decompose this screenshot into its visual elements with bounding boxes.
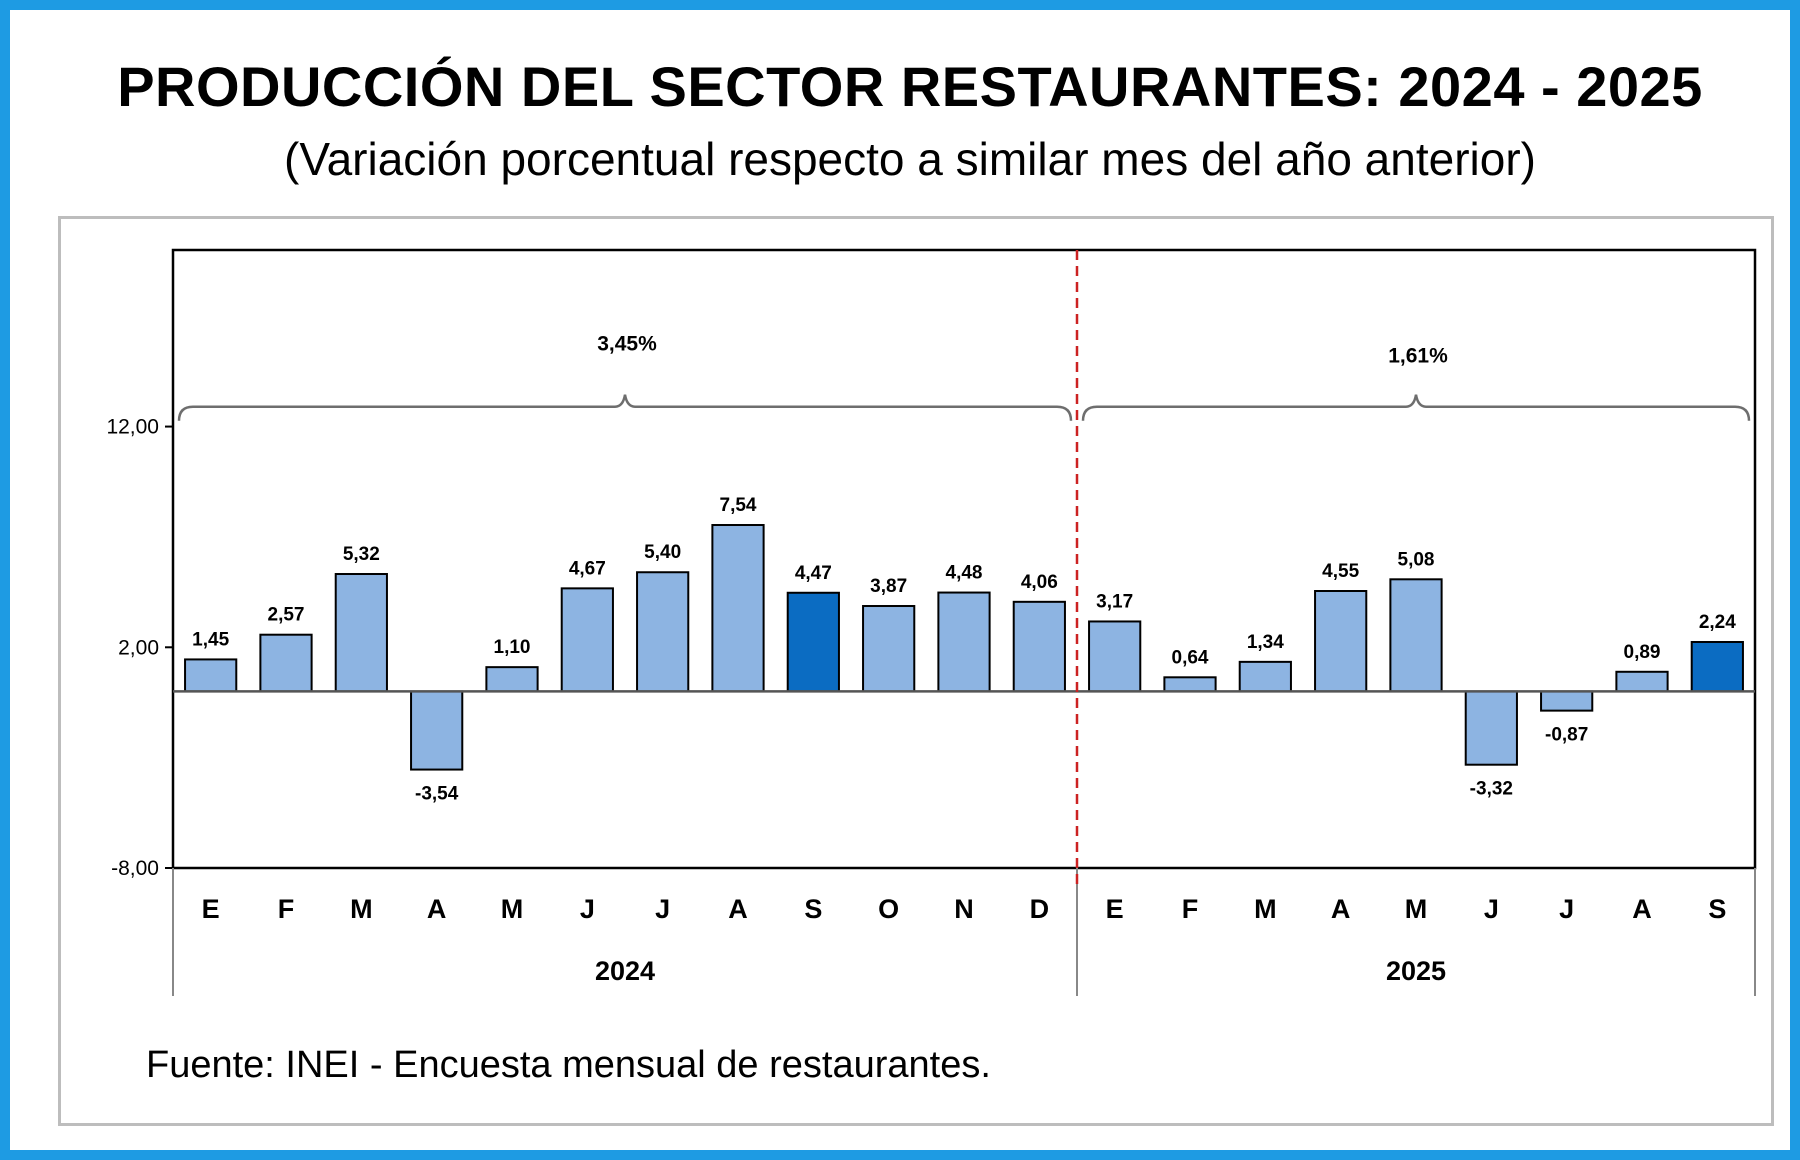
group-label: 2025 bbox=[1386, 956, 1446, 986]
x-tick-label: S bbox=[1708, 894, 1726, 924]
data-label: 7,54 bbox=[720, 495, 757, 516]
x-tick-label: M bbox=[1405, 894, 1428, 924]
data-label: 2,24 bbox=[1699, 612, 1736, 633]
x-tick-label: J bbox=[1559, 894, 1574, 924]
data-label: 4,06 bbox=[1021, 572, 1058, 593]
y-tick-label: -8,00 bbox=[111, 857, 159, 880]
x-tick-label: A bbox=[1331, 894, 1351, 924]
bar bbox=[636, 571, 690, 693]
data-label: 0,64 bbox=[1172, 647, 1209, 668]
data-label: 3,17 bbox=[1096, 591, 1133, 612]
bar bbox=[1163, 676, 1217, 693]
data-label: -3,32 bbox=[1470, 779, 1513, 800]
group-brace bbox=[177, 394, 1073, 421]
bar bbox=[259, 633, 313, 693]
data-label: 4,67 bbox=[569, 558, 606, 579]
bar bbox=[560, 587, 614, 693]
bar bbox=[937, 591, 991, 693]
bar bbox=[1690, 640, 1744, 693]
x-tick-label: A bbox=[728, 894, 748, 924]
x-tick-label: M bbox=[501, 894, 524, 924]
x-tick-label: F bbox=[1182, 894, 1199, 924]
data-label: 3,87 bbox=[870, 576, 907, 597]
plot-area bbox=[171, 248, 1757, 870]
bar bbox=[485, 666, 539, 693]
source-note: Fuente: INEI - Encuesta mensual de resta… bbox=[146, 1044, 991, 1086]
bar bbox=[1314, 590, 1368, 693]
data-label: 0,89 bbox=[1624, 642, 1661, 663]
bar bbox=[1615, 670, 1669, 693]
bar bbox=[410, 690, 464, 771]
y-tick-label: 2,00 bbox=[118, 636, 159, 659]
x-tick-label: J bbox=[1484, 894, 1499, 924]
bar-chart: -8,00 2,00 12,00 1,45 E 2,57 F 5,32 M -3,54 A 1,10 M… bbox=[106, 248, 1757, 996]
bar bbox=[1012, 600, 1066, 693]
group-label: 2024 bbox=[595, 956, 655, 986]
x-tick-label: E bbox=[202, 894, 220, 924]
x-tick-label: D bbox=[1030, 894, 1050, 924]
bar bbox=[862, 605, 916, 693]
x-tick-label: E bbox=[1106, 894, 1124, 924]
bar bbox=[1464, 690, 1518, 766]
data-label: 4,55 bbox=[1322, 561, 1359, 582]
data-label: 2,57 bbox=[268, 605, 305, 626]
data-label: 5,32 bbox=[343, 544, 380, 565]
data-label: 5,08 bbox=[1398, 549, 1435, 570]
x-tick-label: F bbox=[278, 894, 295, 924]
bar bbox=[184, 658, 238, 693]
group-brace bbox=[1081, 394, 1751, 421]
bar bbox=[1088, 620, 1142, 693]
data-label: 1,34 bbox=[1247, 632, 1284, 653]
bar bbox=[786, 591, 840, 693]
x-tick-label: M bbox=[1254, 894, 1277, 924]
data-label: -0,87 bbox=[1545, 725, 1588, 746]
group-annotation: 3,45% bbox=[597, 333, 657, 356]
data-label: 4,48 bbox=[946, 563, 983, 584]
x-tick-label: O bbox=[878, 894, 899, 924]
x-tick-label: J bbox=[655, 894, 670, 924]
bar bbox=[1389, 578, 1443, 693]
bar bbox=[1238, 660, 1292, 693]
bar bbox=[334, 573, 388, 693]
x-tick-label: J bbox=[580, 894, 595, 924]
data-label: 4,47 bbox=[795, 563, 832, 584]
chart-subtitle: (Variación porcentual respecto a similar… bbox=[284, 133, 1536, 185]
bar bbox=[711, 524, 765, 693]
x-tick-label: A bbox=[427, 894, 447, 924]
y-tick-label: 12,00 bbox=[106, 416, 159, 439]
x-tick-label: A bbox=[1632, 894, 1652, 924]
x-tick-label: N bbox=[954, 894, 974, 924]
data-label: 5,40 bbox=[644, 542, 681, 563]
data-label: 1,10 bbox=[494, 637, 531, 658]
x-tick-label: M bbox=[350, 894, 373, 924]
group-annotation: 1,61% bbox=[1388, 345, 1448, 368]
x-tick-label: S bbox=[804, 894, 822, 924]
bar bbox=[1540, 690, 1594, 712]
data-label: 1,45 bbox=[192, 629, 229, 650]
data-label: -3,54 bbox=[415, 784, 459, 805]
chart-title: PRODUCCIÓN DEL SECTOR RESTAURANTES: 2024… bbox=[117, 55, 1703, 118]
